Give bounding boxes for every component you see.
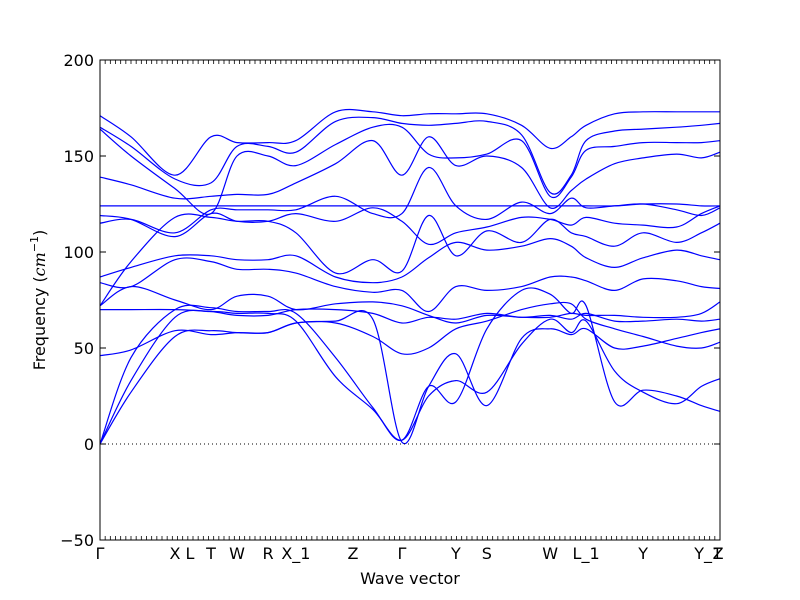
band-line-10: [99, 205, 721, 246]
y-tick-label: 200: [63, 51, 94, 70]
x-tick-label: Y_1: [693, 544, 722, 564]
band-line-7: [99, 257, 721, 313]
y-tick-label: 0: [84, 435, 94, 454]
band-lines: [99, 108, 721, 445]
x-tick-label: W: [542, 544, 558, 563]
y-axis-title-close: ): [30, 230, 49, 236]
band-line-2: [99, 309, 721, 445]
y-tick-label: 100: [63, 243, 94, 262]
band-line-8: [99, 238, 721, 284]
band-line-15: [99, 116, 721, 195]
y-axis-title: Frequency (cm−1): [28, 230, 49, 371]
band-line-3: [99, 287, 721, 445]
x-tick-label: S: [482, 544, 492, 563]
x-tick-label: Γ: [96, 544, 105, 563]
y-axis-title-exponent: −1: [28, 236, 41, 252]
band-line-16: [99, 108, 720, 176]
band-line-6: [99, 285, 721, 324]
x-tick-label: Z: [713, 544, 724, 563]
band-line-14: [99, 123, 721, 216]
y-axis-title-unit: cm: [30, 252, 49, 276]
band-line-13: [99, 136, 721, 209]
y-tick-label: 50: [74, 339, 94, 358]
x-tick-label: L_1: [573, 544, 600, 564]
x-tick-label: Z: [347, 544, 358, 563]
x-tick-label: W: [229, 544, 245, 563]
x-tick-label: X_1: [281, 544, 310, 564]
x-tick-label: X: [170, 544, 181, 563]
band-line-4: [99, 301, 721, 357]
y-tick-label: −50: [60, 531, 94, 550]
x-tick-label: R: [262, 544, 273, 563]
band-line-5: [99, 308, 721, 324]
x-tick-label: Γ: [397, 544, 406, 563]
x-axis-ticks: Γ X L T W R X_1 Z Γ Y S W L_1 Y Y_1Z: [96, 60, 724, 564]
x-tick-label: L: [185, 544, 194, 563]
plot-frame: [99, 59, 721, 541]
y-axis-ticks: −50 0 50 100 150 200: [60, 51, 720, 550]
x-tick-label: T: [205, 544, 216, 563]
y-axis-title-text: Frequency (: [30, 276, 49, 370]
y-tick-label: 150: [63, 147, 94, 166]
x-tick-label: Y: [637, 544, 648, 563]
x-axis-title: Wave vector: [360, 569, 460, 588]
band-line-12: [99, 166, 721, 234]
x-tick-label: Y: [450, 544, 461, 563]
band-line-9: [99, 213, 721, 307]
band-line-1: [99, 310, 721, 445]
